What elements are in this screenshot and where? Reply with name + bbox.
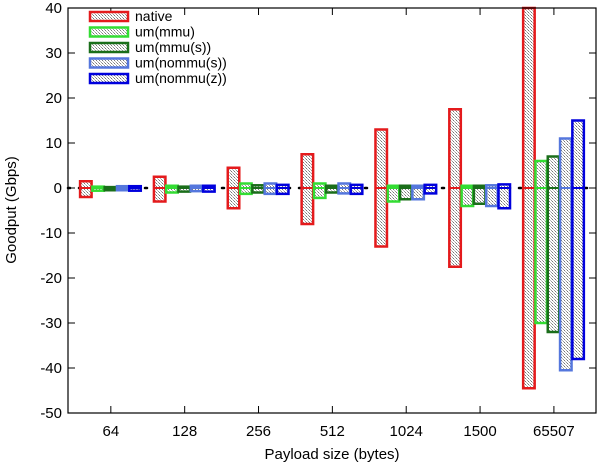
legend: nativeum(mmu)um(mmu(s))um(nommu(s))um(no… — [88, 8, 227, 86]
legend-label-um(nommu(s)): um(nommu(s)) — [135, 55, 227, 71]
bar-um(nommu(s))-65507 — [558, 137, 573, 372]
y-tick-label: 0 — [54, 180, 62, 197]
bar-um(mmu)-128 — [164, 184, 179, 194]
bar-native-128 — [152, 175, 167, 203]
legend-swatch-um(nommu(s)) — [88, 57, 130, 69]
bar-um(nommu(z))-65507 — [571, 119, 586, 361]
bar-um(mmu)-65507 — [534, 159, 549, 325]
bar-um(mmu(s))-65507 — [546, 155, 561, 334]
x-tick-label: 1024 — [390, 423, 423, 440]
legend-swatch-native — [88, 10, 130, 23]
x-tick-label: 128 — [172, 423, 197, 440]
bar-native-65507 — [521, 6, 536, 390]
bars-layer — [78, 6, 586, 390]
bar-um(nommu(z))-256 — [275, 183, 290, 196]
bar-um(nommu(z))-1024 — [423, 183, 438, 195]
x-tick-label: 256 — [246, 423, 271, 440]
axes-layer: -50 -40 -30 -20 -10 0 10 20 30 40 64 128 256 512 1024 1… — [40, 0, 597, 440]
legend-label-um(nommu(z)): um(nommu(z)) — [135, 70, 227, 86]
legend-label-um(mmu): um(mmu) — [135, 24, 195, 40]
y-tick-label: -10 — [40, 225, 62, 242]
legend-swatch-um(mmu(s)) — [88, 41, 130, 54]
bar-um(mmu(s))-512 — [324, 184, 339, 194]
bar-native-512 — [300, 153, 315, 226]
y-tick-label: -50 — [40, 405, 62, 422]
y-tick-label: 30 — [45, 45, 62, 62]
legend-swatch-um(nommu(z)) — [88, 72, 130, 85]
legend-label-native: native — [135, 8, 173, 24]
bar-native-64 — [78, 180, 93, 199]
bar-um(nommu(z))-512 — [349, 183, 364, 196]
y-tick-label: -40 — [40, 360, 62, 377]
x-tick-label: 65507 — [533, 423, 575, 440]
legend-swatch-um(mmu) — [88, 26, 130, 38]
x-axis-label: Payload size (bytes) — [264, 446, 399, 463]
legend-label-um(mmu(s)): um(mmu(s)) — [135, 39, 211, 55]
y-axis-label: Goodput (Gbps) — [3, 156, 20, 264]
bar-um(nommu(z))-1500 — [497, 183, 512, 210]
x-tick-label: 1500 — [463, 423, 496, 440]
y-tick-label: -30 — [40, 315, 62, 332]
y-tick-label: 20 — [45, 90, 62, 107]
x-tick-label: 512 — [320, 423, 345, 440]
x-tick-label: 64 — [102, 423, 119, 440]
y-tick-label: -20 — [40, 270, 62, 287]
bar-um(mmu)-512 — [312, 182, 327, 200]
y-tick-label: 40 — [45, 0, 62, 17]
y-tick-label: 10 — [45, 135, 62, 152]
